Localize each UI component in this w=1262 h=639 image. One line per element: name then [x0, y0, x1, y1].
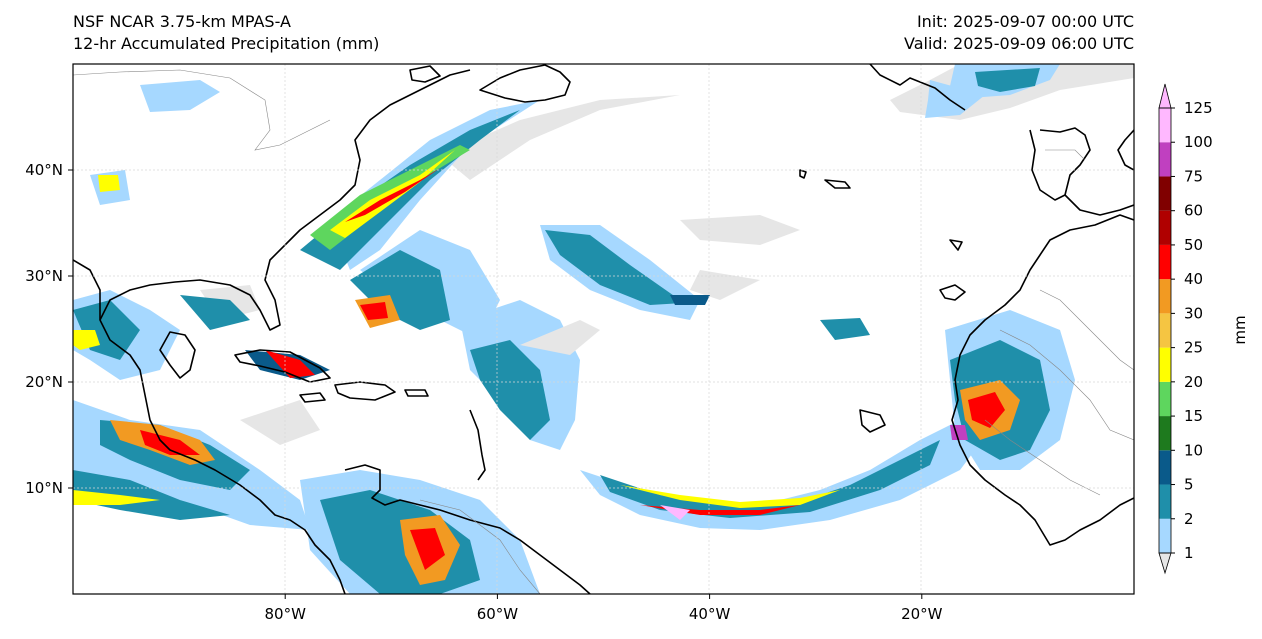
colorbar-bin [1159, 210, 1171, 245]
heavy-precip-cores [73, 145, 1020, 585]
colorbar-upper-extension [1158, 83, 1172, 109]
lon-tick-label: 20°W [901, 605, 943, 623]
colorbar-level-label: 25 [1184, 339, 1203, 357]
header-left: NSF NCAR 3.75-km MPAS-A 12-hr Accumulate… [73, 11, 379, 55]
lat-tick-label: 30°N [25, 267, 63, 285]
lat-tick-label: 40°N [25, 161, 63, 179]
colorbar-level-label: 1 [1184, 544, 1194, 562]
colorbar-bin [1159, 244, 1171, 280]
colorbar-level-label: 2 [1184, 510, 1194, 528]
colorbar-level-label: 75 [1184, 167, 1203, 185]
colorbar-bin [1159, 518, 1171, 553]
colorbar-level-label: 50 [1184, 236, 1203, 254]
colorbar-bin [1159, 381, 1171, 417]
country-borders [73, 69, 1134, 594]
lon-tick-label: 40°W [689, 605, 731, 623]
colorbar-level-label: 20 [1184, 373, 1203, 391]
gridlines [73, 64, 1134, 594]
map-axis-ticks: 80°W 60°W 40°W 20°W 40°N 30°N 20°N 10°N [25, 161, 942, 623]
colorbar-bin [1159, 279, 1171, 314]
lon-tick-label: 60°W [477, 605, 519, 623]
colorbar-bin [1159, 450, 1171, 485]
header-right: Init: 2025-09-07 00:00 UTC Valid: 2025-0… [904, 11, 1134, 55]
lat-tick-label: 10°N [25, 479, 63, 497]
lon-tick-label: 80°W [264, 605, 306, 623]
colorbar-bin [1159, 347, 1171, 382]
colorbar-level-label: 5 [1184, 476, 1194, 494]
coastlines [73, 64, 1134, 594]
colorbar-bin [1159, 142, 1171, 177]
colorbar-frame [1158, 107, 1172, 554]
lat-tick-label: 20°N [25, 373, 63, 391]
colorbar-unit-label: mm [1231, 315, 1249, 344]
colorbar-level-label: 60 [1184, 202, 1203, 220]
colorbar-level-label: 40 [1184, 270, 1203, 288]
colorbar-level-label: 10 [1184, 441, 1203, 459]
valid-time: Valid: 2025-09-09 06:00 UTC [903, 34, 1134, 53]
field-title: 12-hr Accumulated Precipitation (mm) [73, 34, 380, 53]
colorbar-level-label: 100 [1184, 133, 1213, 151]
colorbar-bin [1159, 484, 1171, 519]
colorbar-level-label: 125 [1184, 99, 1213, 117]
colorbar-bin [1159, 313, 1171, 348]
map-frame [72, 63, 1135, 595]
map-field [73, 64, 1134, 594]
colorbar-bin [1159, 108, 1171, 143]
colorbar-bin [1159, 416, 1171, 451]
init-time: Init: 2025-09-07 00:00 UTC [916, 12, 1134, 31]
colorbar-bin [1159, 176, 1171, 211]
colorbar-lower-extension [1158, 552, 1172, 575]
colorbar-level-label: 30 [1184, 304, 1203, 322]
colorbar-level-label: 15 [1184, 407, 1203, 425]
model-title: NSF NCAR 3.75-km MPAS-A [73, 12, 291, 31]
